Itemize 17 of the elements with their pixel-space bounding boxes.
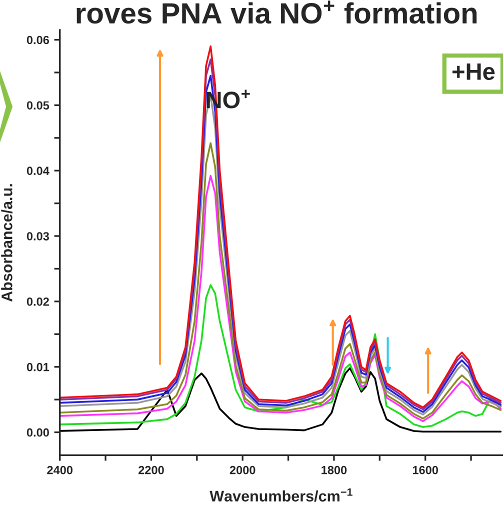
chart-title: roves PNA via NO$^{+}$ formation xyxy=(76,0,477,24)
x-tick-label: 2400 xyxy=(47,466,73,474)
y-tick-label: 0.03 xyxy=(26,232,50,240)
y-tick-label: 0.02 xyxy=(26,297,49,306)
x-tick-label: 2000 xyxy=(230,466,256,474)
x-tick-label: 1800 xyxy=(322,466,347,474)
y-tick-label: 0.01 xyxy=(26,362,50,372)
y-axis-title: Absorbance/a.u. xyxy=(1,184,12,302)
y-tick-label: 0.04 xyxy=(26,166,50,176)
x-tick-label: 2200 xyxy=(138,466,164,474)
line-series xyxy=(60,367,502,433)
y-tick-label: 0.00 xyxy=(26,428,49,437)
x-tick-label: 1600 xyxy=(412,466,438,474)
x-axis-title: Wavenumbers/cm$^{−1}$ xyxy=(210,488,352,502)
y-tick-label: 0.05 xyxy=(26,101,50,110)
y-tick-label: 0.06 xyxy=(26,36,50,44)
annotation: +He xyxy=(452,64,495,80)
